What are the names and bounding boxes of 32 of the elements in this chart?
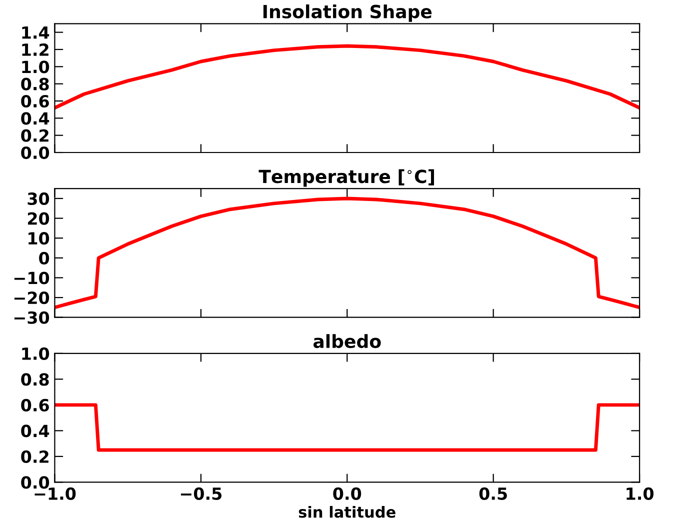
x-tick-label: 0.0: [333, 487, 362, 500]
chart-title: Temperature [$^{∘}$C]: [258, 169, 434, 187]
y-tick-label: 0.6: [21, 398, 49, 412]
y-tick-label: −30: [14, 311, 50, 324]
chart-title: Insolation Shape: [263, 4, 432, 22]
y-tick-label: 30: [28, 192, 50, 206]
y-tick-label: 0.8: [21, 78, 49, 90]
y-tick-label: 0.4: [21, 112, 50, 125]
x-tick-label: −0.5: [180, 487, 222, 500]
line-series: [54, 44, 640, 110]
y-tick-label: −10: [14, 272, 50, 284]
y-tick-label: 1.2: [22, 43, 48, 56]
y-tick-label: 0: [39, 252, 50, 264]
y-tick-label: 0.2: [21, 450, 48, 464]
y-tick-label: 10: [28, 232, 50, 245]
x-tick-label: 1.0: [626, 487, 654, 500]
y-tick-label: 0.0: [21, 146, 50, 160]
y-tick-label: 0.6: [21, 94, 49, 108]
y-tick-label: 0.2: [21, 129, 48, 142]
y-tick-label: 20: [28, 212, 50, 225]
y-tick-label: 1.4: [22, 26, 50, 39]
line-series: [54, 196, 640, 310]
x-tick-label: −1.0: [34, 487, 76, 500]
y-tick-label: 0.0: [21, 476, 50, 489]
y-tick-label: −20: [14, 292, 50, 304]
y-tick-label: 1.0: [22, 347, 50, 360]
x-axis-title: sin latitude: [298, 506, 396, 518]
y-tick-label: 0.8: [21, 373, 49, 386]
y-tick-label: 0.4: [21, 424, 50, 438]
chart-title: albedo: [313, 334, 381, 348]
y-tick-label: 1.0: [22, 60, 50, 74]
x-tick-label: 0.5: [479, 487, 507, 500]
